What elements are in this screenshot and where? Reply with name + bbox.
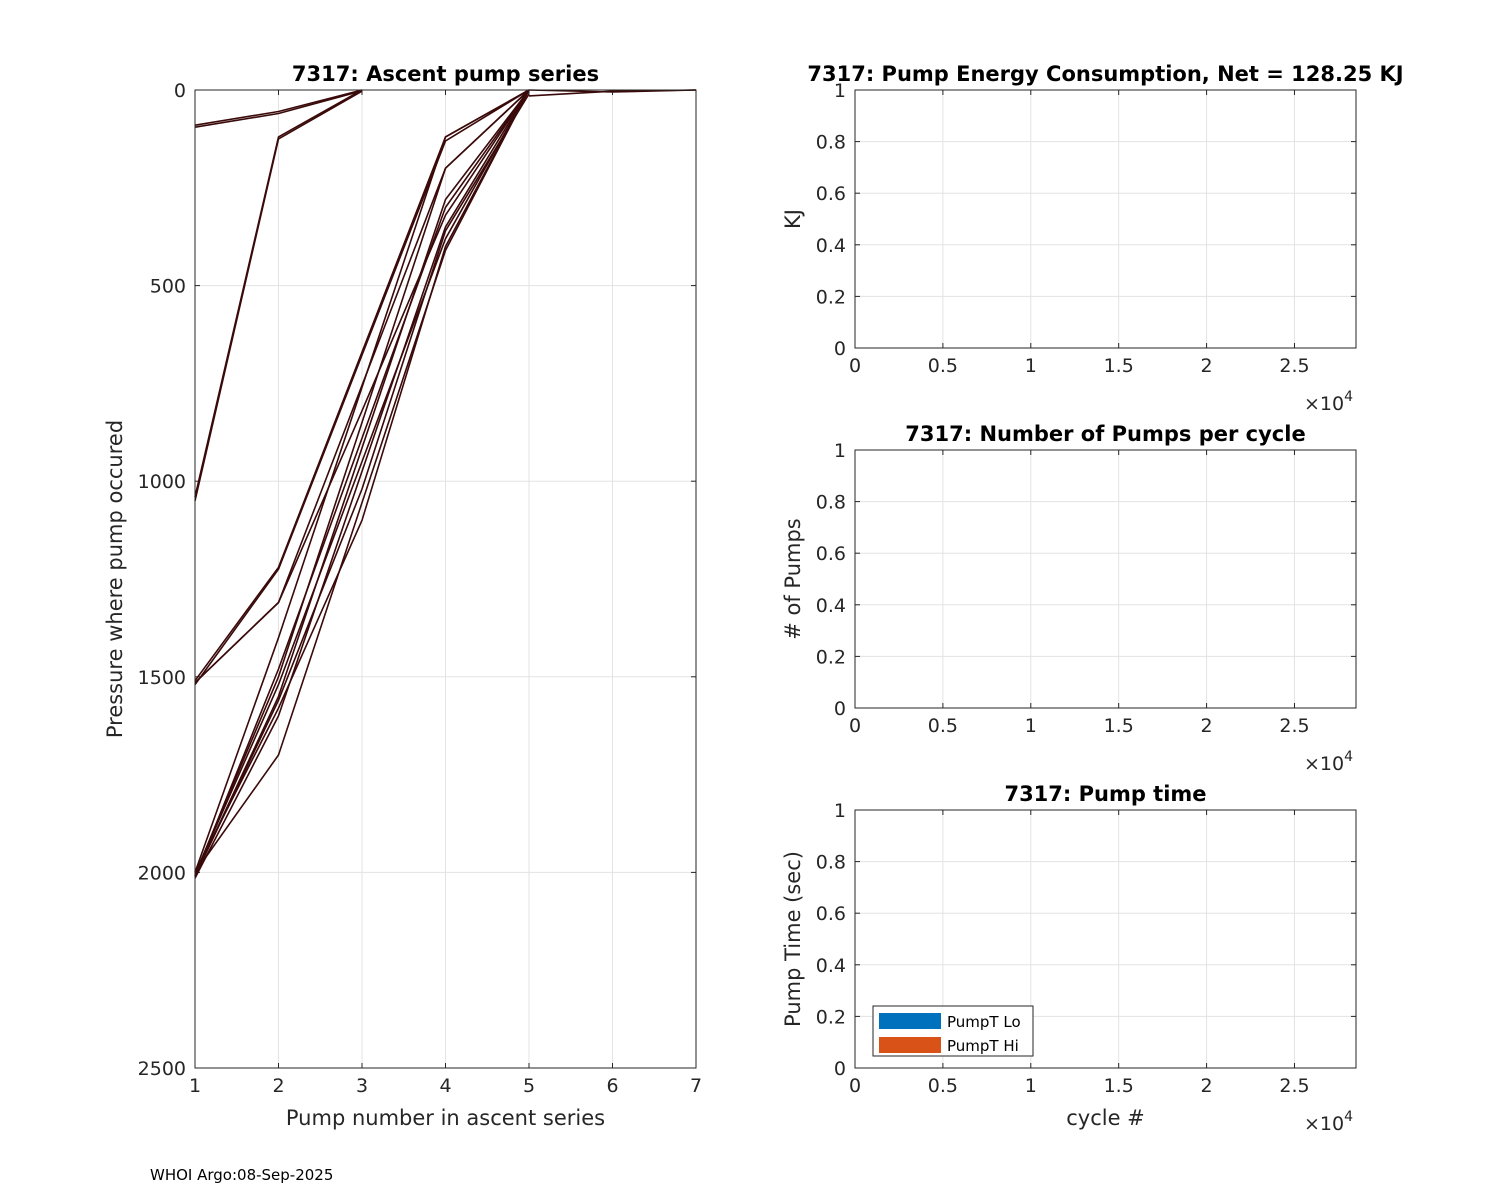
y-tick-label: 0.4	[816, 955, 846, 977]
axes-frame	[854, 89, 1357, 349]
y-tick-label: 0	[834, 338, 846, 360]
axes-frame	[854, 809, 1357, 1069]
x-tick-label: 7	[690, 1075, 702, 1097]
x-tick-label: 6	[606, 1075, 618, 1097]
x-tick-label: 0.5	[928, 1075, 958, 1097]
x-tick-label: 2	[272, 1075, 284, 1097]
plot-area	[855, 450, 1356, 708]
legend-swatch	[879, 1013, 941, 1029]
series-line	[194, 89, 530, 684]
x-tick-label: 3	[356, 1075, 368, 1097]
x-tick-label: 0.5	[928, 715, 958, 737]
x-tick-label: 1	[1025, 355, 1037, 377]
y-tick-label: 0.6	[816, 543, 846, 565]
legend-swatch	[879, 1037, 941, 1053]
y-tick-label: 0.4	[816, 595, 846, 617]
y-tick-label: 0.8	[816, 132, 846, 154]
y-tick-label: 0.8	[816, 852, 846, 874]
x-multiplier-base: ×10	[1304, 393, 1344, 415]
x-tick-label: 4	[439, 1075, 451, 1097]
y-tick-label: 2500	[138, 1058, 186, 1080]
chart-1: 1 2 3 4 5 6 7 0 500 1000 1500 2000 2500 7317: Ascent …	[103, 62, 702, 1130]
x-axis-label: Pump number in ascent series	[286, 1106, 605, 1130]
chart-title: 7317: Pump time	[1004, 782, 1206, 806]
y-tick-label: 1	[834, 800, 846, 822]
y-tick-label: 0.8	[816, 492, 846, 514]
x-tick-label: 1.5	[1104, 1075, 1134, 1097]
series-line	[194, 93, 530, 877]
x-multiplier-label: ×104	[1304, 1109, 1353, 1135]
chart-4: 0 0.5 1 1.5 2 2.5 0 0.2 0.4 0.6 0.8 1 7317: Pump tim…	[781, 782, 1357, 1135]
y-tick-label: 0.2	[816, 1006, 846, 1028]
y-axis-label: KJ	[781, 209, 805, 229]
y-tick-label: 0.6	[816, 183, 846, 205]
chart-3: 0 0.5 1 1.5 2 2.5 0 0.2 0.4 0.6 0.8 1 7317: Number o…	[781, 422, 1357, 775]
x-tick-label: 1	[1025, 1075, 1037, 1097]
y-tick-label: 1	[834, 440, 846, 462]
x-multiplier-exponent: 4	[1344, 1109, 1353, 1125]
footer-stamp: WHOI Argo:08-Sep-2025	[150, 1166, 334, 1184]
series-line	[194, 89, 530, 873]
x-tick-label: 0.5	[928, 355, 958, 377]
y-tick-label: 2000	[138, 862, 186, 884]
x-multiplier-label: ×104	[1304, 389, 1353, 415]
y-tick-label: 0.2	[816, 646, 846, 668]
y-tick-label: 1	[834, 80, 846, 102]
x-tick-label: 2.5	[1279, 1075, 1309, 1097]
axes-frame	[194, 89, 697, 1069]
x-tick-label: 0	[849, 1075, 861, 1097]
x-tick-label: 1.5	[1104, 715, 1134, 737]
x-tick-label: 2.5	[1279, 715, 1309, 737]
series-line	[194, 90, 363, 501]
x-tick-label: 1	[1025, 715, 1037, 737]
x-tick-label: 2.5	[1279, 355, 1309, 377]
series-line	[194, 90, 363, 128]
axes-frame	[854, 449, 1357, 709]
x-tick-label: 0	[849, 715, 861, 737]
x-tick-label: 5	[523, 1075, 535, 1097]
x-tick-label: 1.5	[1104, 355, 1134, 377]
x-tick-label: 2	[1201, 355, 1213, 377]
y-axis-label: # of Pumps	[781, 518, 805, 640]
y-tick-label: 0.2	[816, 286, 846, 308]
y-tick-label: 0.6	[816, 903, 846, 925]
x-multiplier-base: ×10	[1304, 753, 1344, 775]
legend-label: PumpT Lo	[947, 1013, 1021, 1031]
series-line	[194, 89, 530, 873]
x-multiplier-exponent: 4	[1344, 749, 1353, 765]
x-tick-label: 0	[849, 355, 861, 377]
y-tick-label: 1500	[138, 667, 186, 689]
chart-title: 7317: Ascent pump series	[292, 62, 599, 86]
x-tick-label: 2	[1201, 715, 1213, 737]
chart-title: 7317: Pump Energy Consumption, Net = 128…	[807, 62, 1403, 86]
series-line	[194, 89, 530, 873]
x-tick-label: 1	[189, 1075, 201, 1097]
plot-area	[855, 90, 1356, 348]
y-tick-label: 0	[174, 80, 186, 102]
x-tick-label: 2	[1201, 1075, 1213, 1097]
x-multiplier-exponent: 4	[1344, 389, 1353, 405]
y-tick-label: 500	[150, 276, 186, 298]
series-line	[194, 89, 530, 686]
y-tick-label: 0	[834, 698, 846, 720]
x-multiplier-label: ×104	[1304, 749, 1353, 775]
series-line	[194, 89, 530, 875]
chart-title: 7317: Number of Pumps per cycle	[905, 422, 1305, 446]
x-axis-label: cycle #	[1066, 1106, 1145, 1130]
x-multiplier-base: ×10	[1304, 1113, 1344, 1135]
y-tick-label: 0	[834, 1058, 846, 1080]
y-axis-label: Pump Time (sec)	[781, 851, 805, 1027]
series-line	[194, 89, 530, 875]
y-tick-label: 1000	[138, 471, 186, 493]
y-tick-label: 0.4	[816, 235, 846, 257]
legend-label: PumpT Hi	[947, 1037, 1019, 1055]
series-line	[194, 89, 530, 879]
series-line	[194, 89, 530, 877]
series-line	[194, 89, 530, 877]
series-line	[194, 89, 363, 126]
y-axis-label: Pressure where pump occured	[103, 420, 127, 738]
